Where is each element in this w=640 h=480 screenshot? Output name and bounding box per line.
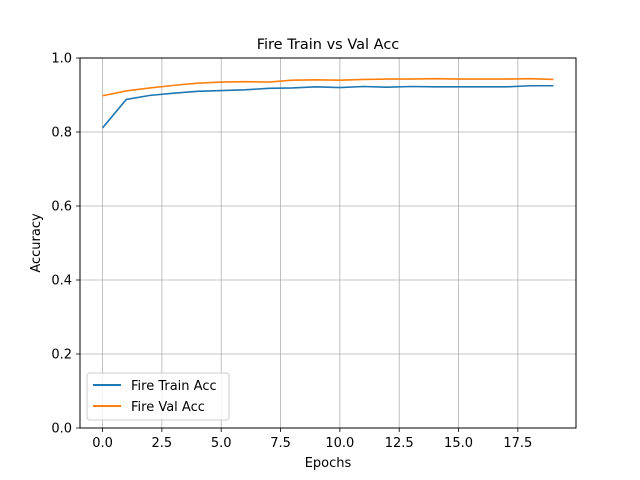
x-tick-label: 10.0 — [325, 436, 354, 451]
x-tick-label: 0.0 — [92, 436, 113, 451]
legend-label-fire-val-acc: Fire Val Acc — [131, 400, 205, 415]
x-axis-label: Epochs — [305, 456, 352, 471]
y-tick-label: 0.4 — [51, 274, 72, 289]
x-tick-label: 12.5 — [385, 436, 414, 451]
series-line-fire-train-acc — [101, 84, 554, 129]
x-tick-label: 2.5 — [152, 436, 173, 451]
y-tick-label: 1.0 — [51, 52, 72, 67]
series-line-fire-val-acc — [102, 77, 554, 97]
legend-box — [86, 372, 230, 421]
legend: Fire Train Acc Fire Val Acc — [86, 372, 230, 421]
y-tick-label: 0.2 — [51, 348, 72, 363]
y-tick-label: 0.0 — [51, 422, 72, 437]
chart-title: Fire Train vs Val Acc — [257, 37, 400, 53]
plot-frame — [79, 57, 577, 429]
y-axis-label: Accuracy — [29, 213, 44, 273]
legend-label-fire-train-acc: Fire Train Acc — [131, 379, 217, 394]
series-lines — [101, 77, 554, 129]
y-tick-label: 0.6 — [51, 200, 72, 215]
y-tick-label: 0.8 — [51, 126, 72, 141]
x-tick-label: 5.0 — [211, 436, 232, 451]
x-tick-label: 7.5 — [270, 436, 291, 451]
x-tick-label: 15.0 — [444, 436, 473, 451]
x-tick-label: 17.5 — [503, 436, 532, 451]
axis-ticks: 0.0 2.5 5.0 7.5 10.0 12.5 15.0 17.5 0.0 0.2 0.4 0.6… — [51, 52, 532, 452]
